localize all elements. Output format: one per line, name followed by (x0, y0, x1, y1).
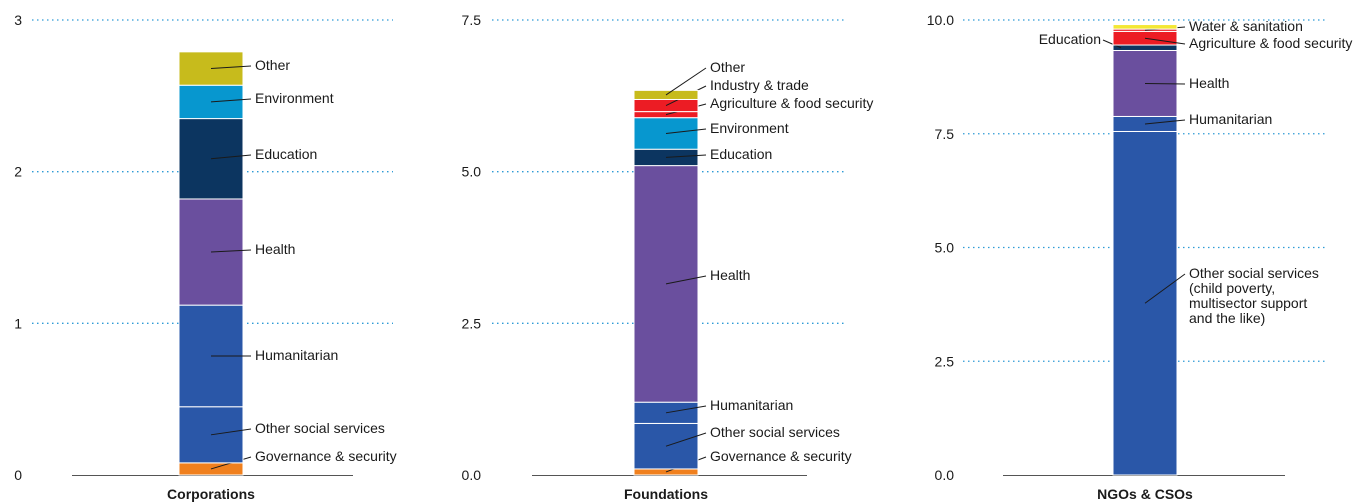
segment-label-other-social-services: Other social services (255, 420, 385, 436)
leader-line (1102, 39, 1122, 49)
leader-line (665, 405, 707, 414)
segment-label-health: Health (710, 267, 750, 283)
segment-label-other: Other (710, 59, 745, 75)
y-tick-label: 2.5 (462, 315, 482, 331)
bar-segment-health (633, 165, 699, 403)
segment-label-other: Other (255, 57, 290, 73)
leader-line (665, 128, 707, 134)
bar-segment-other-social-services (178, 406, 244, 464)
chart-panel-foundations: 0.0 2.5 5.0 7.5 Governance & security Other s… (462, 12, 874, 502)
segment-label-industry-and-trade: Industry & trade (710, 77, 809, 93)
y-tick-label: 0 (14, 467, 22, 483)
segment-label-humanitarian: Humanitarian (710, 397, 793, 413)
leader-line (1144, 37, 1186, 45)
segment-label-education: Education (1039, 31, 1101, 47)
x-category-label: Foundations (624, 486, 708, 502)
y-tick-label: 2 (14, 164, 22, 180)
segment-label-education: Education (710, 146, 772, 162)
y-tick-label: 5.0 (935, 240, 955, 256)
segment-label-other-social-services: Other social services (710, 424, 840, 440)
bar-segment-education (1112, 44, 1178, 51)
bar-segment-other (633, 89, 699, 100)
bar-segment-education (178, 118, 244, 200)
segment-label-humanitarian: Humanitarian (255, 347, 338, 363)
y-tick-label: 2.5 (935, 353, 955, 369)
segment-label-water-and-sanitation: Water & sanitation (1189, 18, 1303, 34)
leader-line (210, 65, 252, 70)
x-category-label: Corporations (167, 486, 255, 502)
y-tick-label: 7.5 (935, 126, 955, 142)
segment-label-agriculture-and-food-security: Agriculture & food security (1189, 35, 1352, 51)
leader-line (210, 428, 252, 436)
segment-label-governance-and-security: Governance & security (710, 448, 852, 464)
y-tick-label: 1 (14, 315, 22, 331)
y-tick-label: 3 (14, 12, 22, 28)
segment-label-other-social-services: Other social services (child poverty, mult… (1189, 265, 1319, 326)
chart-panel-ngos-and-csos: 0.0 2.5 5.0 7.5 10.0 Other social services (ch… (927, 12, 1353, 502)
leader-line (665, 275, 707, 285)
leader-line (665, 67, 707, 96)
segment-label-environment: Environment (255, 90, 334, 106)
leader-line (1144, 119, 1186, 125)
y-tick-label: 10.0 (927, 12, 954, 28)
segment-label-education: Education (255, 146, 317, 162)
segment-label-agriculture-and-food-security: Agriculture & food security (710, 95, 873, 111)
leader-line (210, 249, 252, 253)
y-tick-label: 7.5 (462, 12, 482, 28)
bar-segment-governance-and-security (178, 462, 244, 476)
leader-line (1144, 273, 1186, 304)
y-tick-label: 0.0 (462, 467, 482, 483)
segment-label-health: Health (1189, 75, 1229, 91)
x-category-label: NGOs & CSOs (1097, 486, 1193, 502)
segment-label-environment: Environment (710, 120, 789, 136)
leader-line (210, 98, 252, 103)
leader-line (210, 154, 252, 160)
leader-line (665, 154, 707, 158)
bar-segment-other-ngo (1112, 24, 1178, 30)
leader-line (1144, 82, 1186, 85)
chart-panel-corporations: 0 1 2 3 Governance & security Other social se… (14, 12, 396, 502)
y-tick-label: 0.0 (935, 467, 955, 483)
segment-label-governance-and-security: Governance & security (255, 448, 397, 464)
leader-line (665, 432, 707, 447)
y-tick-label: 5.0 (462, 164, 482, 180)
segment-label-humanitarian: Humanitarian (1189, 111, 1272, 127)
segment-label-health: Health (255, 241, 295, 257)
